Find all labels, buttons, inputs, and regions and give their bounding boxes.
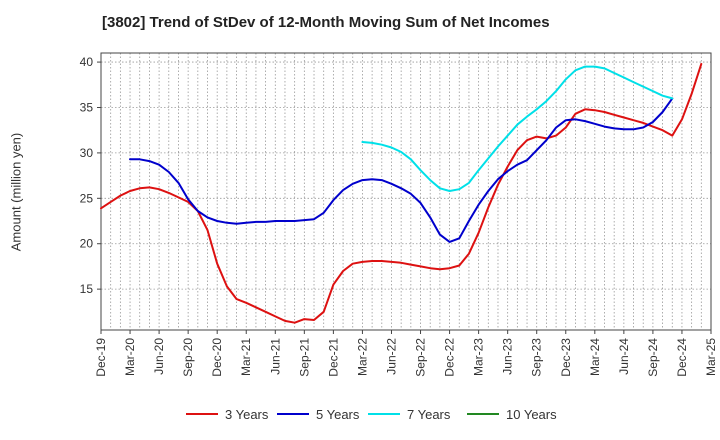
- x-tick-label: Mar-25: [704, 338, 718, 376]
- y-tick-label: 35: [80, 100, 94, 114]
- x-tick-label: Mar-21: [239, 338, 253, 376]
- y-tick-label: 20: [80, 237, 94, 251]
- x-tick-label: Dec-21: [326, 338, 340, 377]
- series-line-3-years: [100, 62, 703, 324]
- y-tick-label: 25: [80, 191, 94, 205]
- legend-label: 3 Years: [225, 407, 269, 422]
- series-lines: [100, 62, 703, 324]
- x-tick-label: Dec-23: [559, 338, 573, 377]
- x-tick-label: Sep-20: [181, 338, 195, 377]
- x-tick-label: Jun-23: [501, 338, 515, 375]
- grid: [101, 53, 711, 330]
- x-tick-label: Sep-22: [414, 338, 428, 377]
- legend-label: 10 Years: [506, 407, 557, 422]
- x-tick-label: Jun-21: [268, 338, 282, 375]
- x-tick-label: Jun-22: [384, 338, 398, 375]
- x-tick-label: Jun-24: [617, 338, 631, 375]
- x-axis-ticks: Dec-19 Mar-20 Jun-20 Sep-20 Dec-20 Mar-21 Jun-…: [94, 330, 718, 377]
- y-tick-label: 15: [80, 282, 94, 296]
- x-tick-label: Dec-20: [210, 338, 224, 377]
- legend-label: 5 Years: [316, 407, 360, 422]
- chart-title: [3802] Trend of StDev of 12-Month Moving…: [102, 14, 550, 31]
- x-tick-label: Dec-22: [443, 338, 457, 377]
- legend: 3 Years 5 Years 7 Years 10 Years: [186, 407, 557, 422]
- x-tick-label: Mar-23: [472, 338, 486, 376]
- x-tick-label: Mar-24: [588, 338, 602, 376]
- x-tick-label: Mar-20: [123, 338, 137, 376]
- x-tick-label: Jun-20: [152, 338, 166, 375]
- x-tick-label: Sep-24: [646, 338, 660, 377]
- series-line-7-years: [361, 65, 674, 192]
- legend-label: 7 Years: [407, 407, 451, 422]
- x-tick-label: Mar-22: [355, 338, 369, 376]
- y-tick-label: 40: [80, 55, 94, 69]
- y-tick-label: 30: [80, 146, 94, 160]
- x-tick-label: Dec-19: [94, 338, 108, 377]
- y-axis-ticks: 15 20 25 30 35 40: [80, 55, 101, 296]
- series-line-5-years: [129, 97, 674, 243]
- x-tick-label: Dec-24: [675, 338, 689, 377]
- x-tick-label: Sep-21: [297, 338, 311, 377]
- plot-area: [100, 52, 712, 331]
- x-tick-label: Sep-23: [530, 338, 544, 377]
